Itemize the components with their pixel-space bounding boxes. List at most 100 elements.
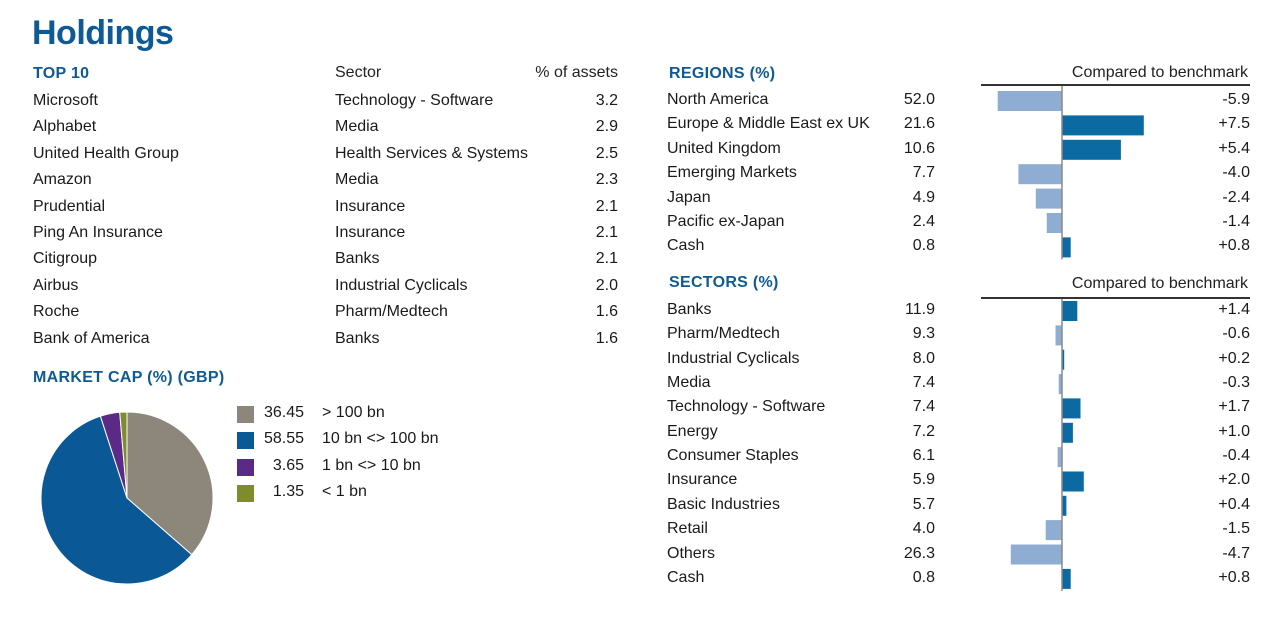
holding-sector: Insurance (335, 197, 406, 215)
regions-heading: REGIONS (%) (669, 65, 776, 82)
legend-value: 3.65 (272, 456, 304, 474)
region-category-label: Emerging Markets (667, 164, 797, 182)
holding-sector: Technology - Software (335, 92, 494, 109)
sector-weight-value: 4.0 (912, 520, 935, 538)
holding-sector: Media (335, 171, 379, 189)
sector-diff-label: +1.7 (1218, 398, 1250, 416)
sector-diff-label: +0.2 (1218, 349, 1250, 367)
page-title: Holdings (32, 14, 174, 52)
sector-category-label: Energy (667, 422, 718, 440)
sector-category-label: Media (667, 374, 711, 392)
holding-name: Citigroup (33, 250, 98, 268)
sector-weight-value: 0.8 (912, 568, 935, 586)
sectors-compare-header: Compared to benchmark (1071, 275, 1248, 292)
holding-sector: Insurance (335, 224, 406, 241)
region-diff-label: +0.8 (1218, 237, 1250, 255)
holding-name: Roche (33, 303, 80, 321)
holding-pct: 2.3 (595, 171, 618, 189)
region-bar (1046, 213, 1062, 233)
holding-pct: 2.1 (595, 224, 618, 241)
sector-category-label: Insurance (667, 471, 738, 489)
sector-weight-value: 26.3 (903, 544, 935, 562)
region-bar (1018, 164, 1062, 185)
sector-diff-label: +0.4 (1218, 495, 1250, 513)
holding-name: United Health Group (33, 144, 179, 162)
region-weight-value: 21.6 (903, 115, 935, 133)
region-bar (1062, 115, 1144, 136)
legend-swatch (237, 432, 254, 450)
legend-value: 1.35 (272, 482, 304, 500)
legend-label: 1 bn <> 10 bn (322, 456, 421, 474)
sector-weight-value: 7.4 (912, 398, 935, 416)
sector-category-label: Pharm/Medtech (667, 325, 780, 343)
sector-bar (1058, 374, 1062, 395)
sector-category-label: Basic Industries (667, 495, 780, 513)
sector-bar (1055, 325, 1062, 346)
pie-slice (126, 411, 214, 556)
sector-diff-label: +1.4 (1218, 301, 1250, 318)
region-weight-value: 52.0 (903, 91, 935, 108)
region-weight-value: 2.4 (912, 213, 935, 230)
sector-category-label: Banks (667, 301, 712, 318)
holding-pct: 2.1 (595, 250, 618, 268)
region-bar (1062, 237, 1071, 258)
region-diff-label: -4.0 (1222, 164, 1250, 182)
pie-slice (119, 411, 128, 499)
sector-weight-value: 5.7 (912, 495, 935, 513)
region-weight-value: 0.8 (912, 237, 935, 255)
holding-pct: 2.5 (595, 144, 618, 162)
region-weight-value: 7.7 (912, 164, 935, 182)
holding-sector: Pharm/Medtech (335, 303, 448, 321)
region-weight-value: 10.6 (903, 139, 935, 157)
sector-category-label: Cash (667, 568, 705, 586)
holding-name: Airbus (33, 276, 79, 294)
legend-label: < 1 bn (322, 482, 367, 500)
sectors-heading: SECTORS (%) (669, 274, 779, 291)
region-diff-label: -5.9 (1222, 91, 1250, 108)
legend-swatch (237, 406, 254, 423)
sector-diff-label: -0.4 (1222, 447, 1250, 465)
sector-bar (1062, 495, 1067, 516)
region-category-label: Cash (667, 237, 705, 255)
holding-name: Bank of America (33, 329, 150, 347)
holding-name: Prudential (33, 197, 106, 215)
region-bar (1062, 139, 1121, 160)
region-weight-value: 4.9 (912, 188, 935, 206)
holding-pct: 2.1 (595, 197, 618, 215)
holding-name: Ping An Insurance (33, 224, 163, 241)
sector-bar (1062, 471, 1084, 492)
region-category-label: Japan (667, 188, 711, 206)
region-diff-label: +5.4 (1218, 139, 1250, 157)
holding-pct: 1.6 (595, 329, 618, 347)
region-bar (1035, 188, 1062, 209)
region-category-label: Pacific ex-Japan (667, 213, 785, 230)
region-category-label: United Kingdom (667, 139, 781, 157)
sector-bar (1062, 568, 1071, 589)
holding-pct: 2.9 (595, 118, 618, 136)
holding-sector: Health Services & Systems (335, 144, 528, 162)
sector-bar (1062, 349, 1065, 370)
legend-value: 58.55 (263, 430, 304, 448)
legend-label: > 100 bn (322, 404, 385, 421)
region-diff-label: +7.5 (1218, 115, 1250, 133)
sector-weight-value: 7.4 (912, 374, 935, 392)
sector-diff-label: -0.3 (1222, 374, 1250, 392)
region-diff-label: -2.4 (1222, 188, 1250, 206)
sector-bar (1062, 301, 1078, 321)
legend-value: 36.45 (263, 404, 304, 421)
holding-pct: 2.0 (595, 276, 618, 294)
sector-category-label: Retail (667, 520, 708, 538)
legend-label: 10 bn <> 100 bn (322, 430, 439, 448)
sector-bar (1057, 447, 1062, 468)
sector-diff-label: -4.7 (1222, 544, 1250, 562)
sector-bar (1010, 544, 1062, 565)
sector-category-label: Consumer Staples (667, 447, 799, 465)
sector-weight-value: 9.3 (912, 325, 935, 343)
sector-weight-value: 5.9 (912, 471, 935, 489)
holding-sector: Banks (335, 329, 380, 347)
holding-pct: 3.2 (595, 92, 618, 109)
holding-pct: 1.6 (595, 303, 618, 321)
sector-column-header: Sector (335, 64, 382, 81)
sector-diff-label: +1.0 (1218, 422, 1250, 440)
